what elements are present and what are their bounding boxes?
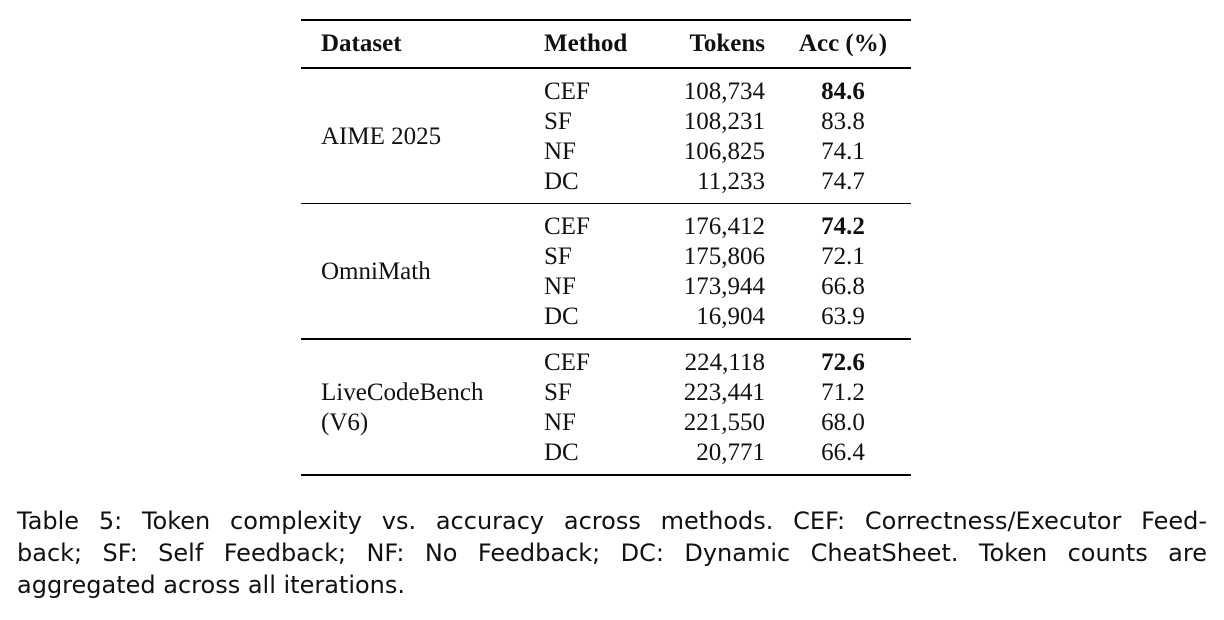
table-bottom-rule — [301, 473, 911, 476]
header-dataset: Dataset — [321, 30, 402, 57]
table-row: NF 173,944 66.8 — [544, 272, 911, 302]
table-header-row: Dataset Method Tokens Acc (%) — [301, 21, 911, 67]
tokens-cell: 106,825 — [683, 137, 765, 165]
table-body: AIME 2025 CEF 108,734 84.6 SF 108,231 83.8 NF 10… — [301, 69, 911, 474]
table-row: CEF 176,412 74.2 — [544, 212, 911, 242]
table-header-rule — [301, 67, 911, 69]
method-cell: DC — [544, 167, 579, 195]
tokens-cell: 11,233 — [697, 167, 765, 195]
table-row: SF 108,231 83.8 — [544, 107, 911, 137]
table-row: NF 106,825 74.1 — [544, 137, 911, 167]
tokens-cell: 20,771 — [696, 438, 765, 466]
dataset-name-line: AIME 2025 — [321, 122, 442, 150]
dataset-group: LiveCodeBench (V6) CEF 224,118 72.6 SF 223,441… — [301, 340, 911, 474]
acc-cell: 63.9 — [821, 303, 865, 330]
acc-cell: 74.7 — [821, 167, 865, 195]
method-cell: CEF — [544, 213, 590, 240]
acc-cell-best: 72.6 — [821, 348, 865, 376]
table-row: NF 221,550 68.0 — [544, 408, 911, 438]
table-row: SF 175,806 72.1 — [544, 242, 911, 272]
tokens-cell: 16,904 — [696, 303, 765, 330]
tokens-cell: 108,734 — [683, 77, 765, 105]
group-divider-rule — [301, 202, 911, 204]
method-cell: SF — [544, 243, 572, 270]
header-acc: Acc (%) — [798, 30, 888, 57]
table-row: CEF 108,734 84.6 — [544, 77, 911, 107]
table-row: DC 16,904 63.9 — [544, 302, 911, 332]
caption-line: Table 5: Token complexity vs. accuracy a… — [17, 507, 1207, 535]
tokens-cell: 175,806 — [683, 243, 765, 270]
method-cell: NF — [544, 408, 576, 436]
table-row: CEF 224,118 72.6 — [544, 348, 911, 378]
group-rows: CEF 224,118 72.6 SF 223,441 71.2 NF 221,550 68.0… — [544, 348, 911, 468]
acc-cell: 68.0 — [821, 408, 865, 436]
caption-line: back; SF: Self Feedback; NF: No Feedback… — [17, 539, 1207, 567]
method-cell: DC — [544, 303, 579, 330]
dataset-name-line: (V6) — [321, 408, 369, 436]
tokens-cell: 108,231 — [683, 107, 765, 135]
tokens-cell: 176,412 — [683, 213, 765, 240]
header-tokens: Tokens — [689, 30, 765, 57]
method-cell: CEF — [544, 77, 590, 105]
results-table: Dataset Method Tokens Acc (%) AIME 2025 C… — [301, 19, 911, 476]
dataset-group: AIME 2025 CEF 108,734 84.6 SF 108,231 83.8 NF 10… — [301, 69, 911, 203]
acc-cell: 71.2 — [821, 378, 865, 406]
method-cell: NF — [544, 273, 576, 300]
method-cell: NF — [544, 137, 576, 165]
dataset-name-line: OmniMath — [321, 258, 431, 285]
acc-cell-best: 84.6 — [821, 77, 865, 105]
method-cell: SF — [544, 107, 572, 135]
dataset-name: LiveCodeBench (V6) — [301, 348, 544, 468]
caption-line: aggregated across all iterations. — [17, 571, 406, 599]
tokens-cell: 173,944 — [683, 273, 765, 300]
group-rows: CEF 108,734 84.6 SF 108,231 83.8 NF 106,825 74.1… — [544, 77, 911, 197]
tokens-cell: 221,550 — [683, 408, 765, 436]
acc-cell: 83.8 — [821, 107, 865, 135]
method-cell: DC — [544, 438, 579, 466]
dataset-name: OmniMath — [301, 212, 544, 332]
acc-cell-best: 74.2 — [821, 213, 865, 240]
group-rows: CEF 176,412 74.2 SF 175,806 72.1 NF 173,944 66.8… — [544, 212, 911, 332]
method-cell: SF — [544, 378, 572, 406]
method-cell: CEF — [544, 348, 590, 376]
table-top-rule — [301, 19, 911, 21]
acc-cell: 66.4 — [821, 438, 865, 466]
tokens-cell: 223,441 — [683, 378, 765, 406]
acc-cell: 74.1 — [821, 137, 865, 165]
dataset-group: OmniMath CEF 176,412 74.2 SF 175,806 72.1 NF 173… — [301, 204, 911, 338]
header-method: Method — [544, 30, 628, 57]
table-row: SF 223,441 71.2 — [544, 378, 911, 408]
tokens-cell: 224,118 — [684, 348, 765, 376]
acc-cell: 66.8 — [821, 273, 865, 300]
dataset-name-line: LiveCodeBench — [321, 378, 484, 406]
table-caption: Table 5: Token complexity vs. accuracy a… — [17, 505, 1207, 601]
dataset-name: AIME 2025 — [301, 77, 544, 197]
table-row: DC 20,771 66.4 — [544, 438, 911, 468]
group-divider-rule — [301, 338, 911, 340]
acc-cell: 72.1 — [821, 243, 865, 270]
table-row: DC 11,233 74.7 — [544, 167, 911, 197]
